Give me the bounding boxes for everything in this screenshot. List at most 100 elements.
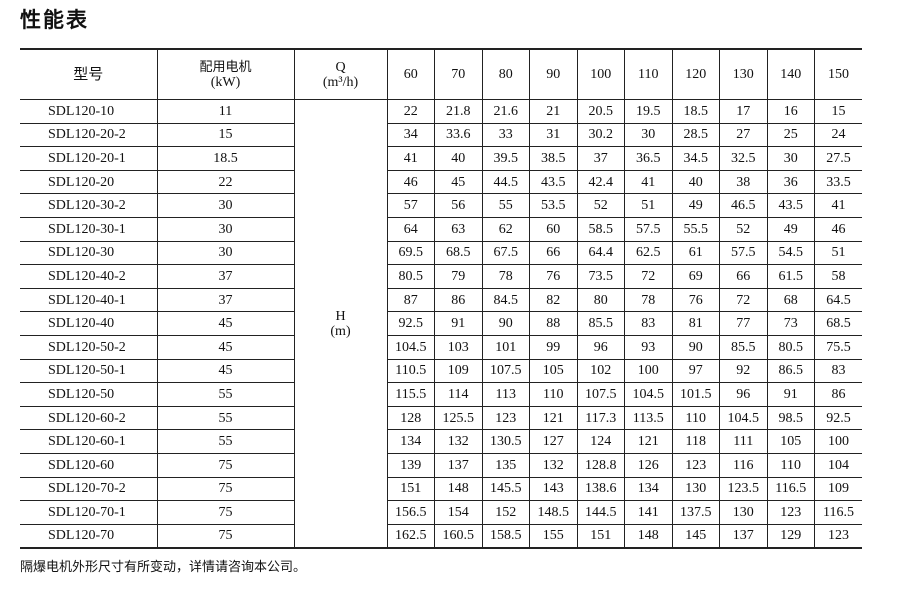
head-value-cell: 57.5 — [624, 216, 673, 242]
head-value-cell: 62.5 — [624, 240, 673, 266]
head-value-cell: 132 — [529, 452, 578, 478]
head-value-cell: 137.5 — [671, 500, 720, 525]
header-flow-label: Q — [335, 59, 346, 75]
head-value-cell: 30 — [766, 146, 815, 171]
table-row: SDL120-70 75 162.5 160.5 158.5 155 151 148 145 13… — [20, 523, 862, 549]
head-value-cell: 52 — [719, 216, 768, 242]
head-value-cell: 20.5 — [576, 99, 625, 124]
head-value-cell: 98.5 — [766, 405, 815, 431]
head-value-cell: 69.5 — [386, 240, 435, 266]
motor-power-cell: 75 — [156, 452, 295, 478]
motor-power-cell: 30 — [156, 240, 295, 266]
head-value-cell: 144.5 — [576, 500, 625, 525]
head-value-cell: 86.5 — [766, 358, 815, 384]
head-value-cell: 76 — [671, 287, 720, 313]
motor-power-cell: 11 — [156, 99, 295, 124]
head-value-cell: 135 — [481, 452, 530, 478]
head-value-cell: 68.5 — [814, 311, 862, 336]
head-value-cell: 80.5 — [386, 264, 435, 289]
header-flow-60: 60 — [386, 48, 435, 100]
head-value-cell: 110 — [766, 452, 815, 478]
head-value-cell: 66 — [529, 240, 578, 266]
head-value-cell: 148 — [434, 476, 483, 502]
head-value-cell: 75.5 — [814, 334, 862, 360]
head-value-cell: 52 — [576, 193, 625, 218]
head-value-cell: 134 — [386, 429, 435, 454]
head-label: H — [335, 308, 346, 324]
head-value-cell: 58.5 — [576, 216, 625, 242]
head-value-cell: 143 — [529, 476, 578, 502]
head-value-cell: 114 — [434, 382, 483, 407]
head-value-cell: 69 — [671, 264, 720, 289]
table-row: SDL120-50-2 45 104.5 103 101 99 96 93 90 85.5 80.5… — [20, 334, 862, 360]
head-value-cell: 86 — [814, 382, 862, 407]
head-value-cell: 53.5 — [529, 193, 578, 218]
head-value-cell: 82 — [529, 287, 578, 313]
model-cell: SDL120-70 — [20, 523, 158, 549]
motor-power-cell: 30 — [156, 216, 295, 242]
motor-power-cell: 22 — [156, 169, 295, 195]
motor-power-cell: 75 — [156, 523, 295, 549]
head-value-cell: 46.5 — [719, 193, 768, 218]
head-value-cell: 101.5 — [671, 382, 720, 407]
head-value-cell: 33.6 — [434, 122, 483, 148]
head-value-cell: 36.5 — [624, 146, 673, 171]
head-value-cell: 85.5 — [576, 311, 625, 336]
motor-power-cell: 45 — [156, 311, 295, 336]
table-row: SDL120-50 55 115.5 114 113 110 107.5 104.5 101.5… — [20, 382, 862, 407]
table-row: SDL120-10 11 H (m) 22 21.8 21.6 21 20.5 19.5 18.5 1… — [20, 99, 862, 549]
head-value-cell: 151 — [386, 476, 435, 502]
head-value-cell: 145 — [671, 523, 720, 549]
head-value-cell: 103 — [434, 334, 483, 360]
head-value-cell: 87 — [386, 287, 435, 313]
header-flow-110: 110 — [624, 48, 673, 100]
head-value-cell: 104.5 — [624, 382, 673, 407]
head-value-cell: 15 — [814, 99, 862, 124]
head-value-cell: 127 — [529, 429, 578, 454]
head-value-cell: 38.5 — [529, 146, 578, 171]
head-value-cell: 128.8 — [576, 452, 625, 478]
head-value-cell: 39.5 — [481, 146, 530, 171]
head-value-cell: 63 — [434, 216, 483, 242]
motor-power-cell: 45 — [156, 358, 295, 384]
head-value-cell: 96 — [719, 382, 768, 407]
head-value-cell: 154 — [434, 500, 483, 525]
head-value-cell: 73 — [766, 311, 815, 336]
head-value-cell: 51 — [814, 240, 862, 266]
head-value-cell: 125.5 — [434, 405, 483, 431]
head-value-cell: 117.3 — [576, 405, 625, 431]
header-flow-130: 130 — [719, 48, 768, 100]
table-row: SDL120-70-1 75 156.5 154 152 148.5 144.5 141 137… — [20, 500, 862, 525]
motor-power-cell: 15 — [156, 122, 295, 148]
model-cell: SDL120-30 — [20, 240, 158, 266]
head-value-cell: 37 — [576, 146, 625, 171]
head-value-cell: 85.5 — [719, 334, 768, 360]
head-value-cell: 148 — [624, 523, 673, 549]
model-cell: SDL120-70-2 — [20, 476, 158, 502]
head-value-cell: 92.5 — [386, 311, 435, 336]
head-value-cell: 32.5 — [719, 146, 768, 171]
head-value-cell: 88 — [529, 311, 578, 336]
head-value-cell: 64.5 — [814, 287, 862, 313]
head-value-cell: 100 — [624, 358, 673, 384]
head-value-cell: 56 — [434, 193, 483, 218]
head-value-cell: 33 — [481, 122, 530, 148]
head-value-cell: 60 — [529, 216, 578, 242]
head-value-cell: 30.2 — [576, 122, 625, 148]
head-value-cell: 83 — [814, 358, 862, 384]
head-unit: (m) — [330, 323, 351, 339]
head-value-cell: 61.5 — [766, 264, 815, 289]
head-value-cell: 21.8 — [434, 99, 483, 124]
header-flow-80: 80 — [481, 48, 530, 100]
motor-power-cell: 37 — [156, 264, 295, 289]
head-value-cell: 110 — [529, 382, 578, 407]
head-value-cell: 116 — [719, 452, 768, 478]
table-row: SDL120-70-2 75 151 148 145.5 143 138.6 134 130 12… — [20, 476, 862, 502]
table-row: SDL120-20-2 15 34 33.6 33 31 30.2 30 28.5 27 25 24 — [20, 122, 862, 148]
head-value-cell: 25 — [766, 122, 815, 148]
head-value-cell: 123 — [814, 523, 862, 549]
header-motor: 配用电机 (kW) — [156, 48, 295, 100]
header-flow-90: 90 — [529, 48, 578, 100]
head-value-cell: 92.5 — [814, 405, 862, 431]
motor-power-cell: 30 — [156, 193, 295, 218]
